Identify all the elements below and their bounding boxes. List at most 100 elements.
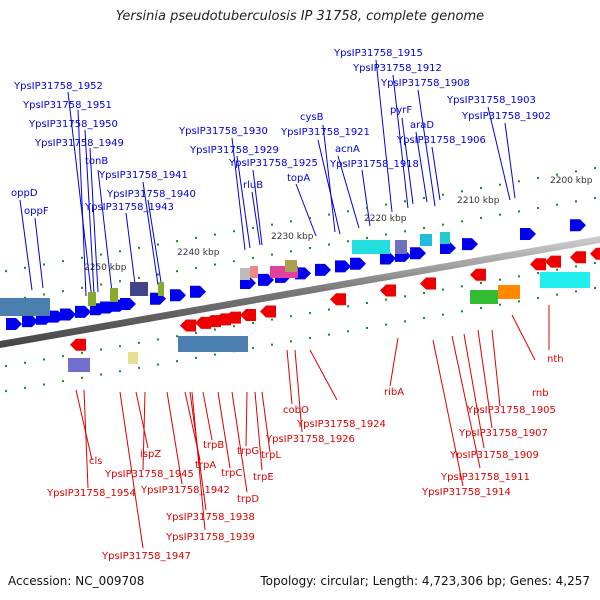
gene-label-forward[interactable]: YpsIP31758_1908 <box>380 78 470 89</box>
gene-label-reverse[interactable]: YpsIP31758_1909 <box>449 450 539 461</box>
gene-label-reverse[interactable]: YpsIP31758_1938 <box>165 512 255 523</box>
gene-label-forward[interactable]: YpsIP31758_1941 <box>98 170 188 181</box>
gene-label-forward[interactable]: YpsIP31758_1912 <box>352 63 442 74</box>
scale-tick <box>518 275 520 278</box>
reverse-gene-arrow <box>260 305 276 318</box>
gene-label-reverse[interactable]: YpsIP31758_1954 <box>46 488 136 499</box>
scale-tick <box>461 310 463 313</box>
gene-label-reverse[interactable]: trpB <box>203 440 224 451</box>
gene-label-reverse[interactable]: YpsIP31758_1942 <box>140 485 230 496</box>
scale-tick <box>404 200 406 203</box>
scale-tick <box>423 316 425 319</box>
scale-tick <box>62 380 64 383</box>
gene-label-forward[interactable]: pyrF <box>390 105 412 116</box>
reverse-gene-arrow <box>240 309 256 321</box>
scale-tick <box>556 203 558 206</box>
gene-domain-box <box>498 285 520 299</box>
reverse-gene-arrow <box>195 316 211 329</box>
gene-label-reverse[interactable]: trpC <box>221 468 242 479</box>
gene-label-reverse[interactable]: YpsIP31758_1911 <box>440 472 530 483</box>
gene-label-forward[interactable]: YpsIP31758_1921 <box>280 127 370 138</box>
gene-label-reverse[interactable]: ribA <box>384 387 404 398</box>
gene-label-reverse[interactable]: YpsIP31758_1947 <box>101 551 191 562</box>
gene-label-reverse[interactable]: YpsIP31758_1924 <box>296 419 386 430</box>
gene-label-reverse[interactable]: trpG <box>237 446 259 457</box>
leader-line <box>67 91 93 301</box>
gene-label-forward[interactable]: YpsIP31758_1918 <box>329 159 419 170</box>
gene-label-forward[interactable]: oppD <box>11 188 38 199</box>
scale-tick <box>43 358 45 361</box>
gene-label-reverse[interactable]: YpsIP31758_1905 <box>466 405 556 416</box>
scale-label: 2250 kbp <box>84 263 127 273</box>
gene-label-forward[interactable]: YpsIP31758_1950 <box>28 119 118 130</box>
leader-line <box>477 329 493 429</box>
gene-label-forward[interactable]: YpsIP31758_1903 <box>446 95 536 106</box>
gene-domain-box <box>440 232 450 244</box>
gene-label-reverse[interactable]: rnb <box>532 388 549 399</box>
gene-label-forward[interactable]: YpsIP31758_1930 <box>178 126 268 137</box>
reverse-gene-arrow <box>215 313 231 326</box>
scale-tick <box>328 243 330 246</box>
forward-gene-arrow <box>462 238 478 251</box>
leader-line <box>252 169 263 246</box>
gene-label-reverse[interactable]: YpsIP31758_1926 <box>265 434 355 445</box>
gene-label-reverse[interactable]: ispZ <box>140 449 161 460</box>
gene-label-forward[interactable]: tonB <box>85 156 108 167</box>
scale-tick <box>385 323 387 326</box>
gene-label-forward[interactable]: topA <box>287 173 310 184</box>
gene-label-forward[interactable]: YpsIP31758_1951 <box>22 100 112 111</box>
gene-label-reverse[interactable]: YpsIP31758_1914 <box>421 487 511 498</box>
leader-line <box>231 391 248 493</box>
scale-tick <box>518 210 520 213</box>
reverse-gene-arrow <box>380 284 396 297</box>
scale-tick <box>347 240 349 243</box>
gene-domain-box <box>88 292 96 306</box>
leader-line <box>463 333 485 449</box>
gene-label-reverse[interactable]: trpA <box>195 460 216 471</box>
forward-gene-arrow <box>380 252 396 265</box>
gene-label-reverse[interactable]: nth <box>547 354 564 365</box>
scale-tick <box>461 285 463 288</box>
gene-label-reverse[interactable]: YpsIP31758_1945 <box>104 469 194 480</box>
gene-label-reverse[interactable]: trpE <box>253 472 274 483</box>
gene-label-forward[interactable]: acnA <box>335 144 360 155</box>
scale-tick <box>347 330 349 333</box>
gene-label-forward[interactable]: YpsIP31758_1925 <box>228 158 318 169</box>
gene-label-forward[interactable]: YpsIP31758_1902 <box>461 111 551 122</box>
scale-tick <box>81 256 83 259</box>
forward-gene-arrow <box>335 260 351 273</box>
gene-label-forward[interactable]: YpsIP31758_1915 <box>333 48 423 59</box>
gene-domain-box <box>178 336 248 352</box>
leader-line <box>511 314 536 361</box>
scale-tick <box>385 203 387 206</box>
scale-tick <box>366 236 368 239</box>
leader-line <box>77 109 87 297</box>
gene-label-reverse[interactable]: YpsIP31758_1907 <box>458 428 548 439</box>
leader-line <box>451 335 481 469</box>
gene-label-forward[interactable]: YpsIP31758_1943 <box>84 202 174 213</box>
gene-label-forward[interactable]: YpsIP31758_1952 <box>13 81 103 92</box>
scale-tick <box>309 311 311 314</box>
gene-label-forward[interactable]: araD <box>410 120 434 131</box>
reverse-gene-arrow <box>330 293 346 306</box>
forward-gene-arrow <box>60 308 76 321</box>
leader-line <box>75 389 93 461</box>
gene-label-forward[interactable]: oppF <box>24 206 49 217</box>
gene-label-forward[interactable]: cysB <box>300 112 324 123</box>
gene-label-reverse[interactable]: YpsIP31758_1939 <box>165 532 255 543</box>
gene-label-forward[interactable]: rluB <box>243 180 263 191</box>
scale-tick <box>138 276 140 279</box>
gene-label-reverse[interactable]: cobO <box>283 405 309 416</box>
scale-tick <box>404 295 406 298</box>
scale-tick <box>575 290 577 293</box>
gene-label-forward[interactable]: YpsIP31758_1940 <box>106 189 196 200</box>
scale-tick <box>233 260 235 263</box>
gene-label-forward[interactable]: YpsIP31758_1906 <box>396 135 486 146</box>
scale-tick <box>290 250 292 253</box>
scale-tick <box>43 383 45 386</box>
gene-label-reverse[interactable]: trpD <box>237 494 259 505</box>
gene-label-reverse[interactable]: trpL <box>261 450 281 461</box>
scale-tick <box>461 220 463 223</box>
scale-label: 2230 kbp <box>271 232 314 242</box>
gene-label-reverse[interactable]: cls <box>89 456 103 467</box>
